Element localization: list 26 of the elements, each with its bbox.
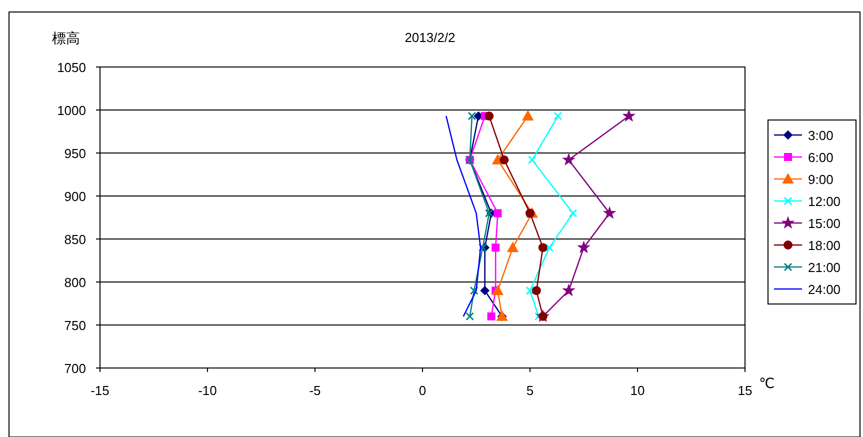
chart-title: 2013/2/2 [404, 30, 456, 45]
y-tick-label: 800 [64, 275, 86, 290]
legend-label: 15:00 [808, 216, 841, 231]
y-tick-label: 750 [64, 318, 86, 333]
x-axis-title: ℃ [759, 375, 775, 391]
x-tick-label: 15 [738, 383, 752, 398]
x-tick-label: 0 [418, 383, 426, 398]
legend-label: 3:00 [808, 128, 834, 143]
legend-label: 9:00 [808, 172, 834, 187]
y-tick-label: 900 [64, 189, 86, 204]
y-axis-title: 標高 [52, 30, 80, 46]
legend-label: 6:00 [808, 150, 834, 165]
x-tick-label: -10 [198, 383, 217, 398]
y-tick-label: 1050 [57, 60, 86, 75]
y-tick-label: 950 [64, 146, 86, 161]
legend-label: 12:00 [808, 194, 841, 209]
x-tick-label: -15 [90, 383, 110, 398]
y-tick-label: 1000 [57, 103, 86, 118]
x-tick-label: -5 [309, 383, 321, 398]
legend-label: 18:00 [808, 238, 841, 253]
x-tick-label: 5 [526, 383, 534, 398]
y-tick-label: 850 [64, 232, 86, 247]
y-tick-label: 700 [64, 361, 86, 376]
legend-label: 21:00 [808, 260, 841, 275]
legend-label: 24:00 [808, 282, 841, 297]
x-tick-label: 10 [630, 383, 645, 398]
